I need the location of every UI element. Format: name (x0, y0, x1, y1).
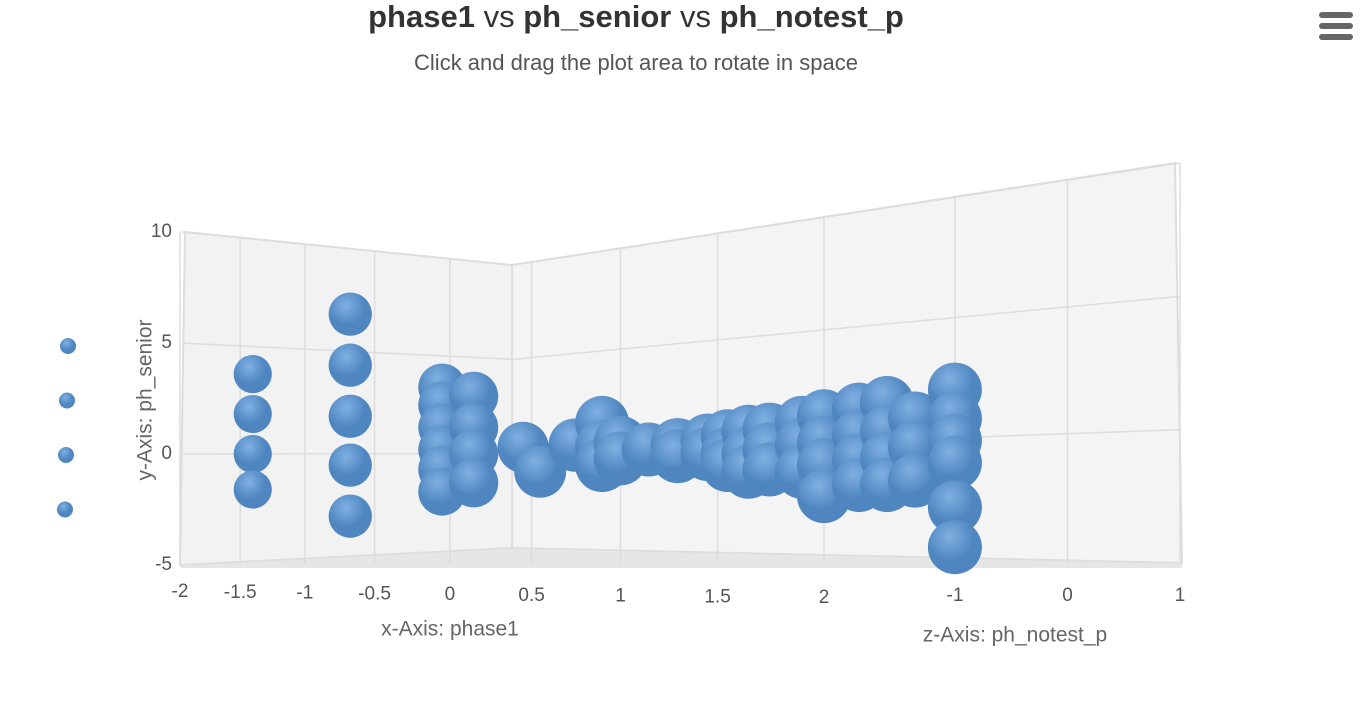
grid-line (181, 162, 1181, 266)
menu-bar (1319, 12, 1353, 18)
x-tick-label: -1.5 (224, 582, 257, 603)
legend-symbol (59, 392, 75, 409)
y-tick-label: 0 (161, 443, 172, 464)
point (233, 434, 272, 474)
y-axis-title: y-Axis: ph_senior (134, 319, 157, 480)
title-part: ph_senior (523, 0, 671, 34)
legend-symbol (57, 501, 73, 518)
y-tick-label: -5 (155, 554, 172, 575)
title-part: vs (475, 0, 523, 34)
z-tick-label: -1 (947, 585, 964, 606)
title-part: ph_notest_p (720, 0, 904, 34)
point (927, 480, 982, 535)
grid-line (181, 295, 1181, 361)
point (328, 443, 372, 487)
menu-bar (1319, 23, 1353, 29)
point (328, 394, 372, 438)
x-tick-label: 0.5 (518, 585, 544, 606)
x-tick-label: 1.5 (704, 586, 730, 607)
menu-bar (1319, 34, 1353, 40)
title-part: vs (671, 0, 719, 34)
point (449, 458, 499, 508)
point (328, 292, 372, 336)
x-axis-title: x-Axis: phase1 (381, 618, 519, 641)
x-tick-label: 1 (615, 586, 626, 607)
legend-symbol (60, 338, 76, 354)
z-axis-title: z-Axis: ph_notest_p (923, 624, 1107, 647)
point (927, 435, 982, 490)
x-tick-label: 0 (445, 584, 456, 605)
y-tick-label: 5 (161, 332, 172, 353)
chart-title: phase1 vs ph_senior vs ph_notest_p (368, 0, 904, 34)
legend-symbol (58, 447, 74, 463)
point (233, 394, 272, 434)
point (927, 520, 982, 575)
x-tick-label: 2 (819, 587, 830, 608)
title-part: phase1 (368, 0, 475, 34)
x-tick-label: -1 (296, 583, 313, 604)
point (328, 343, 372, 387)
z-tick-label: 0 (1062, 585, 1073, 606)
point (233, 354, 272, 394)
y-tick-label: 10 (151, 221, 172, 242)
chart-subtitle: Click and drag the plot area to rotate i… (414, 50, 858, 75)
z-tick-label: 1 (1175, 585, 1186, 606)
floor (180, 548, 1182, 568)
point (328, 494, 372, 538)
x-tick-label: -2 (172, 581, 189, 602)
point (233, 470, 272, 509)
x-tick-label: -0.5 (358, 583, 391, 604)
menu-button[interactable] (1319, 12, 1353, 40)
